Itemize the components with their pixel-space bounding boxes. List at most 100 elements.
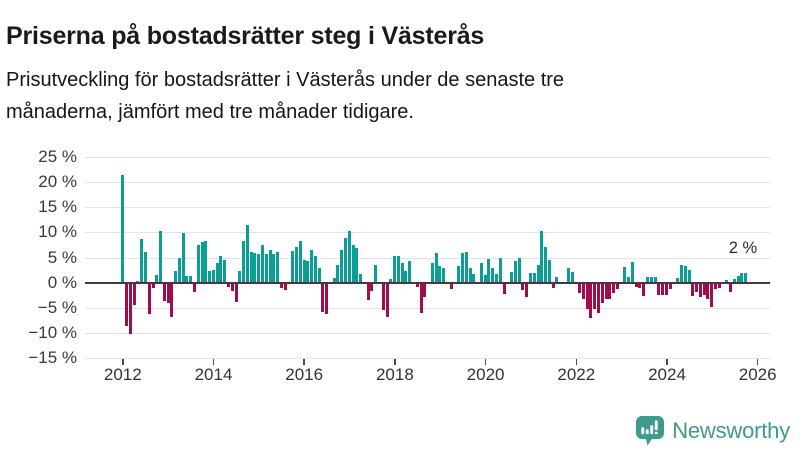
bar-positive	[400, 263, 404, 283]
x-axis-tick	[212, 358, 215, 365]
last-value-annotation: 2 %	[728, 239, 758, 257]
bar-negative	[717, 282, 721, 288]
bar-positive	[185, 276, 189, 283]
bar-positive	[215, 262, 219, 283]
bar-positive	[253, 253, 257, 283]
bar-negative	[381, 282, 385, 311]
bar-negative	[691, 282, 695, 297]
bar-positive	[529, 273, 532, 283]
bar-positive	[264, 254, 268, 283]
bar-positive	[495, 273, 499, 283]
bar-positive	[340, 249, 344, 283]
bar-positive	[302, 260, 306, 283]
bar-positive	[242, 240, 246, 283]
bar-negative	[234, 282, 238, 303]
bar-positive	[472, 273, 476, 283]
bar-negative	[668, 282, 672, 289]
bar-negative	[612, 282, 616, 293]
bar-positive	[461, 253, 465, 283]
bar-negative	[227, 282, 230, 288]
bar-positive	[544, 247, 548, 283]
y-axis-tick-label: 5 %	[47, 247, 77, 267]
bar-negative	[593, 282, 597, 309]
y-axis-tick-label: 20 %	[38, 171, 77, 191]
bar-negative	[151, 282, 155, 288]
bar-positive	[513, 260, 517, 283]
bar-positive	[181, 232, 185, 283]
bar-negative	[449, 282, 453, 290]
bar-positive	[683, 265, 687, 283]
bar-negative	[385, 282, 389, 318]
newsworthy-logo-text: Newsworthy	[672, 418, 790, 443]
bar-positive	[517, 258, 521, 283]
bar-negative	[128, 282, 132, 334]
bar-positive	[483, 275, 487, 283]
bar-positive	[536, 264, 540, 283]
bar-positive	[630, 261, 634, 283]
x-axis-tick	[575, 358, 578, 365]
bar-negative	[713, 282, 717, 290]
bar-negative	[551, 282, 555, 288]
bar-negative	[642, 282, 646, 297]
bar-positive	[306, 260, 310, 283]
bar-positive	[140, 239, 144, 283]
bar-negative	[166, 282, 170, 304]
bar-positive	[457, 266, 461, 283]
bar-positive	[487, 258, 491, 283]
x-axis-tick	[394, 358, 396, 365]
bar-positive	[336, 265, 340, 283]
bar-positive	[649, 276, 653, 283]
y-axis-tick-label: −5 %	[37, 297, 77, 317]
bar-negative	[710, 282, 714, 307]
bar-positive	[249, 251, 253, 283]
bar-positive	[468, 267, 472, 283]
x-axis-tick-label: 2022	[557, 365, 596, 384]
bar-negative	[230, 282, 234, 291]
gridline	[85, 232, 770, 234]
bar-negative	[596, 282, 600, 314]
bar-negative	[634, 282, 638, 287]
bar-positive	[396, 256, 400, 283]
bar-positive	[223, 260, 227, 283]
bar-positive	[404, 270, 408, 283]
bar-negative	[366, 282, 370, 300]
gridline	[85, 333, 770, 335]
bar-negative	[729, 282, 733, 293]
bar-negative	[608, 282, 612, 299]
bar-negative	[600, 282, 604, 303]
bar-positive	[393, 256, 397, 283]
bar-positive	[442, 267, 446, 283]
bar-negative	[702, 282, 706, 295]
bar-positive	[430, 263, 434, 283]
x-axis-tick-label: 2012	[103, 365, 142, 384]
bar-positive	[438, 266, 442, 283]
bar-positive	[291, 250, 295, 283]
bar-positive	[555, 276, 559, 283]
bar-positive	[298, 240, 302, 283]
y-axis-tick-label: 0 %	[47, 272, 77, 292]
bar-positive	[257, 254, 261, 283]
bar-positive	[532, 273, 536, 283]
bar-positive	[294, 246, 298, 283]
bar-negative	[125, 282, 129, 326]
bar-positive	[389, 278, 393, 283]
bar-positive	[313, 256, 317, 283]
bar-negative	[615, 282, 619, 289]
bar-positive	[653, 276, 657, 283]
gridline	[85, 207, 770, 209]
bar-negative	[170, 282, 174, 317]
bar-positive	[347, 231, 351, 283]
x-axis-tick	[303, 358, 305, 365]
bar-positive	[498, 257, 502, 283]
bar-negative	[132, 282, 136, 305]
gridline	[85, 307, 770, 309]
bar-negative	[521, 282, 525, 291]
bar-negative	[423, 282, 427, 298]
x-axis-tick	[484, 358, 487, 365]
bar-positive	[196, 245, 200, 283]
bar-negative	[706, 282, 710, 299]
bar-positive	[547, 259, 551, 283]
newsworthy-logo[interactable]: Newsworthy	[636, 416, 790, 446]
x-axis-tick	[122, 358, 124, 365]
